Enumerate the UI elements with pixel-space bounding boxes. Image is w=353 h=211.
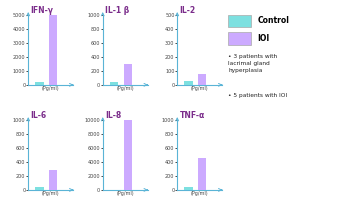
Text: IFN-γ: IFN-γ — [30, 6, 54, 15]
Bar — [35, 82, 43, 85]
Bar — [185, 187, 193, 190]
Text: IOI: IOI — [258, 34, 270, 43]
Text: Control: Control — [258, 16, 289, 25]
Text: • 3 patients with
lacrimal gland
hyperplasia: • 3 patients with lacrimal gland hyperpl… — [228, 54, 277, 73]
Bar — [198, 74, 206, 85]
X-axis label: (Pg/ml): (Pg/ml) — [116, 86, 134, 91]
X-axis label: (Pg/ml): (Pg/ml) — [191, 86, 209, 91]
Bar — [185, 81, 193, 85]
X-axis label: (Pg/ml): (Pg/ml) — [116, 191, 134, 196]
Text: TNF-α: TNF-α — [179, 111, 205, 120]
Text: IL-6: IL-6 — [30, 111, 47, 120]
Text: • 5 patients with IOI: • 5 patients with IOI — [228, 93, 288, 98]
Bar — [49, 170, 57, 190]
Bar — [49, 15, 57, 85]
Bar — [124, 120, 132, 190]
Text: IL-2: IL-2 — [179, 6, 196, 15]
X-axis label: (Pg/ml): (Pg/ml) — [42, 86, 60, 91]
Bar — [228, 15, 251, 27]
Bar — [124, 64, 132, 85]
Bar — [110, 82, 118, 85]
X-axis label: (Pg/ml): (Pg/ml) — [42, 191, 60, 196]
Text: IL-1 β: IL-1 β — [105, 6, 129, 15]
Bar — [228, 32, 251, 45]
X-axis label: (Pg/ml): (Pg/ml) — [191, 191, 209, 196]
Bar — [198, 158, 206, 190]
Text: IL-8: IL-8 — [105, 111, 121, 120]
Bar — [35, 187, 43, 190]
